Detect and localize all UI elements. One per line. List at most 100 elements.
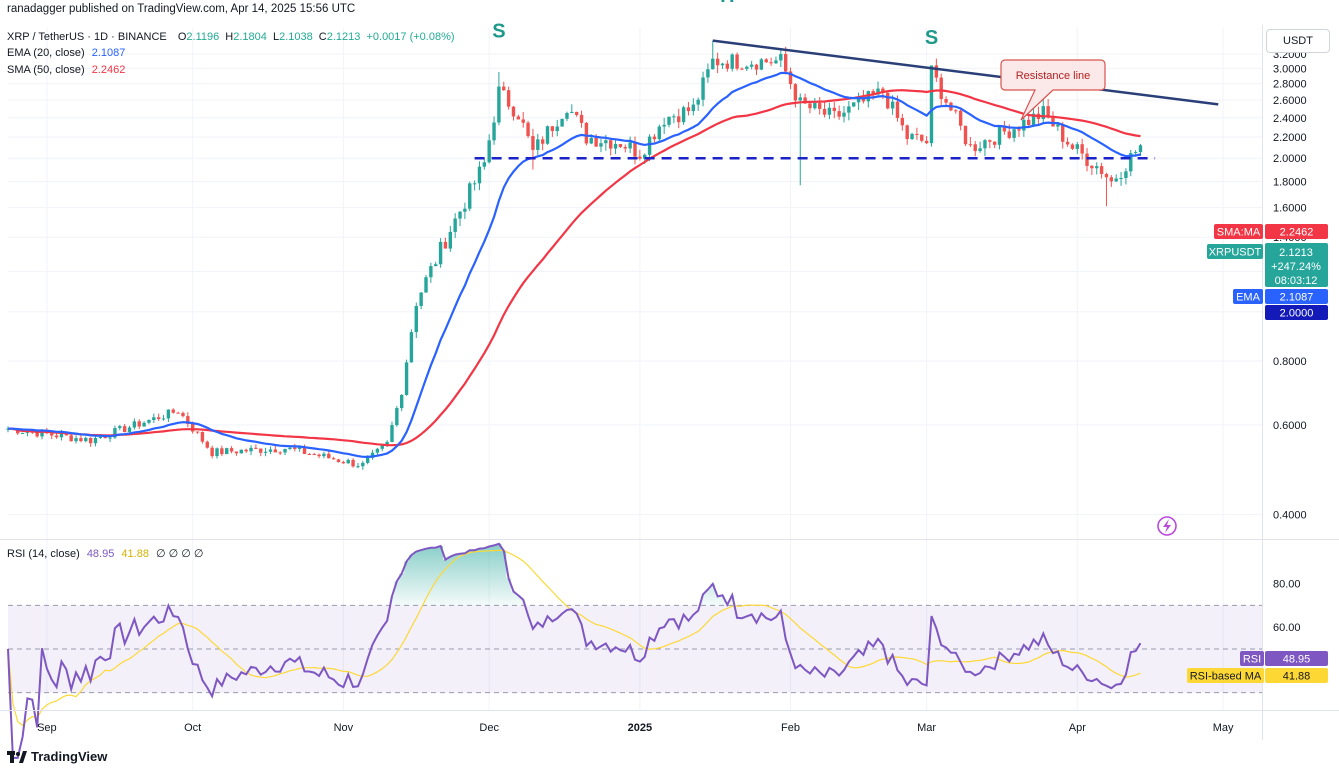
candle-body bbox=[142, 422, 146, 427]
candle bbox=[900, 113, 905, 131]
candle bbox=[924, 136, 929, 145]
candle-body bbox=[973, 144, 977, 152]
candle-body bbox=[395, 408, 399, 426]
candle-body bbox=[477, 166, 482, 184]
candle bbox=[1129, 149, 1133, 177]
candle-body bbox=[910, 133, 914, 140]
candle bbox=[954, 108, 958, 114]
candle-body bbox=[565, 113, 569, 119]
candle-body bbox=[827, 107, 832, 115]
rsi-legend[interactable]: RSI (14, close) 48.95 41.88 ∅ ∅ ∅ ∅ bbox=[7, 547, 204, 560]
candle bbox=[910, 132, 914, 141]
ohlc-low-label: L bbox=[272, 31, 280, 43]
candle-body bbox=[667, 116, 671, 125]
candle-body bbox=[1065, 141, 1070, 145]
candle-body bbox=[147, 419, 151, 423]
candle bbox=[448, 225, 453, 252]
candle bbox=[443, 237, 448, 249]
rsi-ma-value-badge: 41.88 bbox=[1265, 668, 1328, 683]
rsi-tick-label: 60.00 bbox=[1273, 622, 1301, 634]
price-countdown: 08:03:12 bbox=[1275, 275, 1318, 287]
candle bbox=[93, 435, 98, 447]
candle bbox=[886, 91, 890, 110]
candle bbox=[560, 118, 564, 127]
candle-body bbox=[604, 140, 608, 144]
candle bbox=[502, 81, 506, 91]
candle-body bbox=[210, 447, 214, 457]
candle-body bbox=[88, 437, 93, 444]
candle-body bbox=[434, 264, 438, 267]
resistance-trendline[interactable] bbox=[712, 39, 1219, 106]
candle-body bbox=[536, 139, 540, 150]
candle-body bbox=[735, 54, 739, 69]
candle-body bbox=[283, 448, 287, 453]
symbol-name: XRP / TetherUS · 1D · BINANCE bbox=[7, 31, 167, 43]
currency-button[interactable]: USDT bbox=[1266, 29, 1330, 53]
time-tick-label: Mar bbox=[917, 722, 936, 734]
candle bbox=[852, 102, 856, 108]
candle bbox=[414, 302, 418, 339]
pattern-label-s: S bbox=[492, 20, 505, 42]
candle-body bbox=[1075, 144, 1080, 149]
price-tick-label: 2.0000 bbox=[1273, 153, 1307, 165]
candle-body bbox=[832, 107, 836, 112]
ohlc-close-label: C bbox=[318, 31, 327, 43]
footer-brand[interactable]: TradingView bbox=[7, 749, 107, 764]
candle-body bbox=[798, 97, 802, 101]
price-tick-label: 3.0000 bbox=[1273, 63, 1307, 75]
candle-body bbox=[502, 86, 506, 91]
candle-body bbox=[997, 125, 1002, 145]
candle-body bbox=[404, 362, 409, 395]
candle-body bbox=[856, 97, 861, 103]
symbol-legend[interactable]: XRP / TetherUS · 1D · BINANCE O2.1196 H2… bbox=[7, 31, 455, 43]
candle bbox=[1109, 175, 1114, 187]
candle-body bbox=[842, 112, 846, 117]
candle-body bbox=[506, 90, 511, 107]
candle bbox=[628, 136, 632, 154]
candle bbox=[540, 136, 545, 151]
sma-legend[interactable]: SMA (50, close) 2.2462 bbox=[7, 64, 125, 76]
ema-legend[interactable]: EMA (20, close) 2.1087 bbox=[7, 47, 125, 59]
candle bbox=[944, 96, 948, 105]
candle-body bbox=[599, 143, 603, 147]
candle bbox=[613, 138, 618, 155]
candle bbox=[1041, 98, 1045, 125]
candle-body bbox=[137, 421, 141, 427]
candle bbox=[992, 141, 997, 149]
price-tick-label: 1.6000 bbox=[1273, 203, 1307, 215]
candle bbox=[273, 445, 278, 453]
candle-body bbox=[1114, 178, 1118, 182]
candle bbox=[472, 180, 477, 191]
candle-body bbox=[356, 466, 360, 468]
candle bbox=[516, 114, 521, 120]
candle-body bbox=[84, 437, 88, 442]
candle bbox=[677, 108, 681, 129]
candle-body bbox=[1012, 129, 1016, 138]
footer-brand-name: TradingView bbox=[31, 749, 108, 764]
lightning-icon[interactable] bbox=[1157, 516, 1177, 536]
price-tick-label: 2.6000 bbox=[1273, 95, 1307, 107]
candle bbox=[623, 144, 627, 153]
resistance-callout[interactable]: Resistance line bbox=[1000, 59, 1106, 121]
candle-body bbox=[40, 430, 44, 437]
candle-body bbox=[463, 208, 467, 212]
candle-body bbox=[1090, 165, 1094, 169]
candle bbox=[453, 213, 457, 238]
candle-body bbox=[954, 110, 958, 112]
candle bbox=[336, 458, 341, 463]
candle bbox=[1075, 141, 1080, 154]
candle bbox=[492, 116, 496, 145]
candle-body bbox=[817, 103, 822, 109]
candle-body bbox=[152, 417, 156, 420]
candle-body bbox=[1095, 166, 1099, 169]
candle bbox=[113, 425, 117, 439]
candle bbox=[69, 434, 73, 442]
rsi-tag-bg bbox=[1240, 651, 1264, 666]
published-text: ranadagger published on TradingView.com,… bbox=[7, 3, 356, 15]
candle bbox=[769, 57, 773, 66]
candle bbox=[1114, 174, 1118, 183]
candle-body bbox=[278, 452, 282, 454]
candle bbox=[681, 105, 686, 125]
candle-body bbox=[633, 142, 637, 157]
